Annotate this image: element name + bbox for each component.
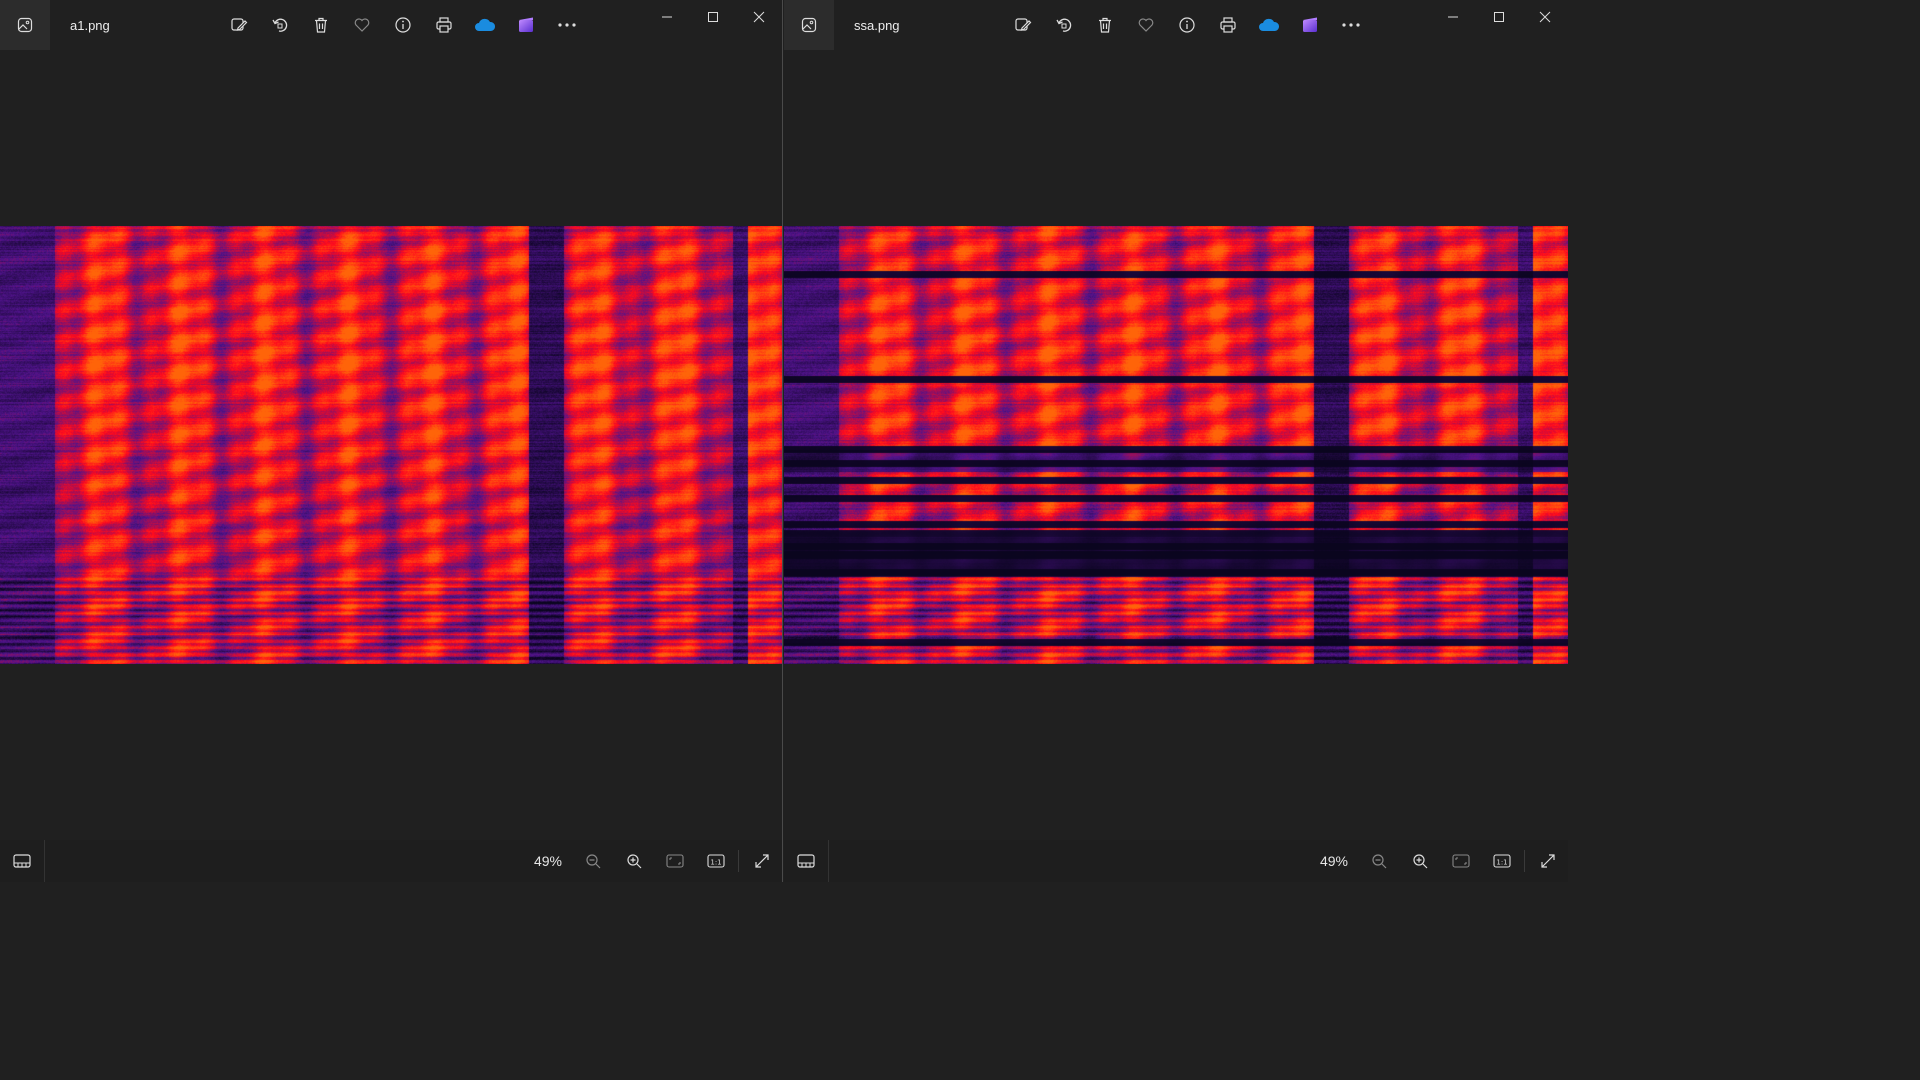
photo-viewer-window-left: a1.png 49% 1:1 xyxy=(0,0,783,882)
file-name: ssa.png xyxy=(854,17,900,33)
minimize-button[interactable] xyxy=(644,0,690,34)
onedrive-icon xyxy=(1258,17,1280,33)
print-icon xyxy=(1219,16,1237,34)
info-button[interactable] xyxy=(382,5,423,45)
maximize-button[interactable] xyxy=(1476,0,1522,34)
zoom-in-icon xyxy=(626,853,642,869)
zoom-out-icon xyxy=(1371,853,1387,869)
fullscreen-icon xyxy=(754,853,770,869)
svg-text:1:1: 1:1 xyxy=(710,859,721,867)
divider xyxy=(1524,850,1525,872)
status-bar: 49% 1:1 xyxy=(784,840,1568,882)
info-icon xyxy=(1178,16,1196,34)
close-icon xyxy=(753,11,765,23)
rotate-icon xyxy=(271,16,289,34)
window-controls xyxy=(1430,0,1568,34)
favorite-button[interactable] xyxy=(341,5,382,45)
edit-image-icon xyxy=(1014,16,1032,34)
rotate-button[interactable] xyxy=(259,5,300,45)
close-icon xyxy=(1539,11,1551,23)
image-viewport[interactable] xyxy=(0,50,782,840)
clipchamp-button[interactable] xyxy=(505,5,546,45)
info-button[interactable] xyxy=(1166,5,1207,45)
onedrive-button[interactable] xyxy=(464,5,505,45)
clipchamp-button[interactable] xyxy=(1289,5,1330,45)
edit-image-button[interactable] xyxy=(218,5,259,45)
edit-image-icon xyxy=(230,16,248,34)
actual-size-button[interactable]: 1:1 xyxy=(1481,840,1522,882)
window-controls xyxy=(644,0,782,34)
print-button[interactable] xyxy=(1207,5,1248,45)
zoom-controls: 49% 1:1 xyxy=(1304,840,1568,882)
spectrogram-image xyxy=(0,226,782,664)
edit-image-button[interactable] xyxy=(1002,5,1043,45)
filmstrip-button[interactable] xyxy=(784,840,829,882)
zoom-out-icon xyxy=(585,853,601,869)
toolbar xyxy=(218,5,587,45)
actual-size-button[interactable]: 1:1 xyxy=(695,840,736,882)
maximize-icon xyxy=(1493,11,1505,23)
toolbar xyxy=(1002,5,1371,45)
fullscreen-icon xyxy=(1540,853,1556,869)
zoom-level: 49% xyxy=(533,853,562,869)
maximize-icon xyxy=(707,11,719,23)
spectrogram-image xyxy=(784,226,1568,664)
clipchamp-icon xyxy=(1301,16,1319,34)
photos-app-icon[interactable] xyxy=(0,0,50,50)
file-name: a1.png xyxy=(70,17,110,33)
delete-button[interactable] xyxy=(300,5,341,45)
info-icon xyxy=(394,16,412,34)
fit-to-window-button[interactable] xyxy=(1440,840,1481,882)
zoom-in-button[interactable] xyxy=(1399,840,1440,882)
svg-text:1:1: 1:1 xyxy=(1496,859,1507,867)
divider xyxy=(738,850,739,872)
filmstrip-icon xyxy=(797,854,815,868)
fit-window-icon xyxy=(665,854,684,868)
delete-icon xyxy=(312,16,330,34)
actual-size-icon: 1:1 xyxy=(1492,854,1511,868)
fit-to-window-button[interactable] xyxy=(654,840,695,882)
status-bar: 49% 1:1 xyxy=(0,840,782,882)
print-button[interactable] xyxy=(423,5,464,45)
filmstrip-button[interactable] xyxy=(0,840,45,882)
favorite-icon xyxy=(353,16,371,34)
clipchamp-icon xyxy=(517,16,535,34)
fullscreen-button[interactable] xyxy=(1527,840,1568,882)
minimize-icon xyxy=(1447,11,1459,23)
more-icon xyxy=(557,22,577,28)
title-bar: ssa.png xyxy=(784,0,1568,50)
zoom-level: 49% xyxy=(1319,853,1348,869)
rotate-icon xyxy=(1055,16,1073,34)
image-viewport[interactable] xyxy=(784,50,1568,840)
onedrive-icon xyxy=(474,17,496,33)
close-button[interactable] xyxy=(736,0,782,34)
zoom-controls: 49% 1:1 xyxy=(518,840,782,882)
zoom-in-button[interactable] xyxy=(613,840,654,882)
minimize-icon xyxy=(661,11,673,23)
photo-viewer-window-right: ssa.png 49% 1:1 xyxy=(784,0,1568,882)
fit-window-icon xyxy=(1451,854,1470,868)
onedrive-button[interactable] xyxy=(1248,5,1289,45)
minimize-button[interactable] xyxy=(1430,0,1476,34)
zoom-in-icon xyxy=(1412,853,1428,869)
maximize-button[interactable] xyxy=(690,0,736,34)
print-icon xyxy=(435,16,453,34)
fullscreen-button[interactable] xyxy=(741,840,782,882)
actual-size-icon: 1:1 xyxy=(706,854,725,868)
more-icon xyxy=(1341,22,1361,28)
zoom-out-button[interactable] xyxy=(1358,840,1399,882)
favorite-button[interactable] xyxy=(1125,5,1166,45)
title-bar: a1.png xyxy=(0,0,782,50)
delete-button[interactable] xyxy=(1084,5,1125,45)
delete-icon xyxy=(1096,16,1114,34)
filmstrip-icon xyxy=(13,854,31,868)
more-options-button[interactable] xyxy=(1330,5,1371,45)
close-button[interactable] xyxy=(1522,0,1568,34)
favorite-icon xyxy=(1137,16,1155,34)
zoom-out-button[interactable] xyxy=(572,840,613,882)
rotate-button[interactable] xyxy=(1043,5,1084,45)
more-options-button[interactable] xyxy=(546,5,587,45)
photos-app-icon[interactable] xyxy=(784,0,834,50)
